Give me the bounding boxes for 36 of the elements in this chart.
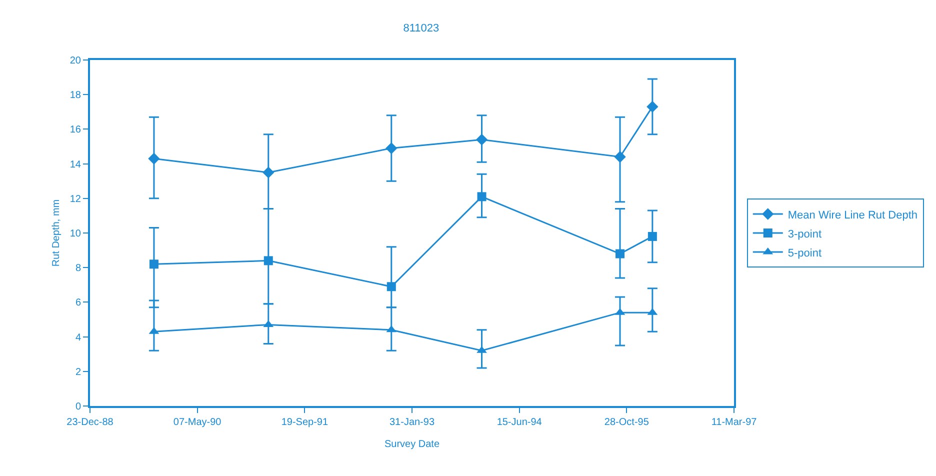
y-tick-label: 20 [70, 56, 82, 66]
x-axis-title: Survey Date [384, 439, 440, 450]
y-tick-label: 18 [70, 90, 82, 102]
y-tick-label: 4 [75, 332, 82, 344]
point [477, 192, 486, 202]
point [476, 134, 488, 146]
point [614, 151, 626, 163]
y-tick-label: 12 [70, 194, 82, 205]
legend-label: 5-point [788, 247, 822, 260]
point [616, 249, 625, 258]
point [262, 166, 274, 178]
x-tick-label: 07-May-90 [173, 417, 222, 428]
x-tick-label: 28-Oct-95 [604, 417, 650, 428]
point [264, 256, 273, 266]
y-tick-label: 2 [75, 366, 82, 378]
legend-label: 3-point [788, 228, 822, 240]
x-tick-label: 15-Jun-94 [496, 417, 542, 428]
legend-label: Mean Wire Line Rut Depth [788, 209, 918, 222]
point [386, 142, 398, 154]
point [646, 100, 658, 113]
y-tick-label: 6 [75, 298, 82, 309]
x-tick-label: 31-Jan-93 [389, 417, 435, 428]
y-tick-label: 0 [75, 402, 82, 412]
point [386, 282, 396, 292]
point [148, 152, 160, 164]
y-axis-title: Rut Depth, mm [51, 199, 62, 267]
y-tick-label: 16 [70, 124, 82, 136]
chart-title: 811023 [403, 22, 440, 34]
y-tick-label: 8 [75, 263, 82, 274]
x-tick-label: 19-Sep-91 [281, 417, 328, 428]
y-tick-label: 14 [70, 159, 82, 170]
y-tick-label: 10 [70, 228, 82, 240]
x-tick-label: 11-Mar-97 [711, 417, 758, 428]
point [648, 232, 657, 241]
point [149, 260, 158, 269]
x-tick-label: 23-Dec-88 [66, 417, 114, 428]
